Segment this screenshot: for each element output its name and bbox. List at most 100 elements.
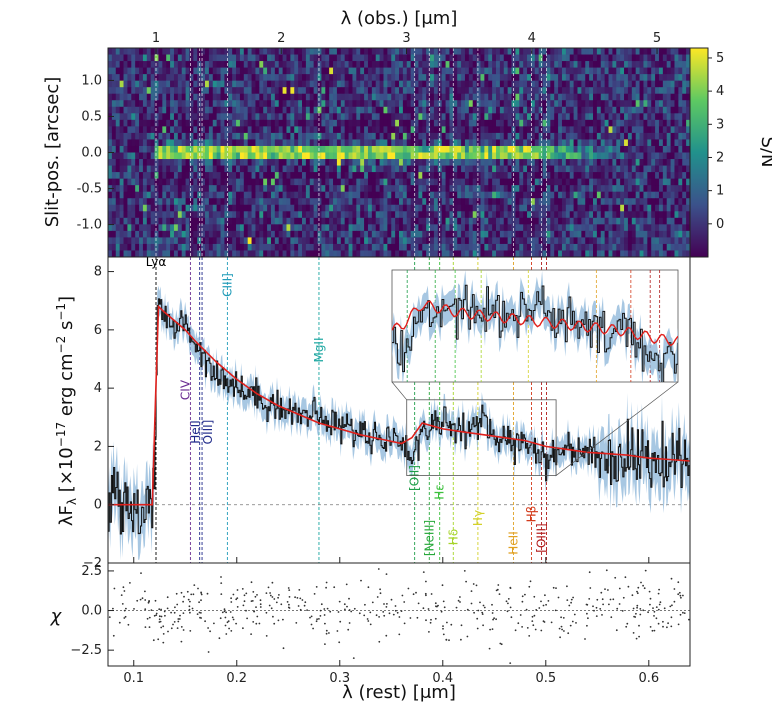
heatmap-cell — [154, 74, 159, 82]
heatmap-cell — [205, 113, 210, 121]
heatmap-cell — [631, 93, 637, 101]
heatmap-cell — [321, 67, 326, 75]
heatmap-cell — [305, 145, 311, 153]
heatmap-cell — [464, 48, 470, 55]
heatmap-cell — [472, 145, 477, 153]
heatmap-cell — [523, 54, 528, 62]
heatmap-cell — [530, 185, 536, 193]
heatmap-cell — [216, 159, 221, 166]
heatmap-cell — [212, 113, 218, 121]
heatmap-cell — [340, 132, 346, 140]
heatmap-cell — [670, 204, 675, 212]
heatmap-cell — [232, 126, 237, 134]
heatmap-cell — [554, 243, 559, 251]
heatmap-cell — [309, 132, 315, 140]
heatmap-cell — [600, 211, 606, 219]
heatmap-cell — [507, 224, 512, 232]
heatmap-cell — [305, 119, 311, 127]
heatmap-cell — [340, 48, 346, 55]
heatmap-cell — [686, 152, 690, 160]
heatmap-cell — [336, 139, 342, 147]
heatmap-cell — [414, 243, 419, 251]
heatmap-cell — [542, 80, 547, 88]
heatmap-cell — [185, 145, 190, 153]
heatmap-cell — [375, 126, 380, 134]
heatmap-cell — [127, 119, 132, 127]
heatmap-cell — [208, 185, 214, 193]
heatmap-cell — [472, 126, 477, 134]
heatmap-cell — [658, 106, 664, 114]
heatmap-cell — [554, 54, 559, 62]
heatmap-cell — [170, 126, 175, 134]
heatmap-cell — [643, 145, 648, 153]
heatmap-cell — [371, 243, 377, 251]
heatmap-cell — [142, 198, 148, 206]
heatmap-cell — [111, 159, 117, 166]
heatmap-cell — [596, 74, 602, 82]
heatmap-cell — [453, 93, 458, 101]
heatmap-cell — [627, 126, 633, 134]
residual-point — [489, 628, 491, 631]
heatmap-cell — [666, 113, 671, 121]
heatmap-cell — [519, 230, 524, 238]
heatmap-cell — [496, 87, 501, 95]
heatmap-cell — [142, 113, 148, 121]
heatmap-cell — [270, 152, 276, 160]
heatmap-cell — [662, 178, 668, 186]
heatmap-cell — [624, 54, 629, 62]
heatmap-cell — [364, 132, 369, 140]
heatmap-cell — [414, 152, 419, 160]
heatmap-cell — [142, 106, 148, 114]
heatmap-cell — [340, 172, 346, 180]
heatmap-cell — [364, 145, 369, 153]
residual-point — [259, 606, 262, 608]
heatmap-cell — [232, 80, 237, 88]
heatmap-cell — [658, 178, 664, 186]
heatmap-cell — [569, 74, 574, 82]
heatmap-cell — [216, 67, 221, 75]
heatmap-cell — [236, 119, 241, 127]
heatmap-cell — [123, 224, 128, 232]
heatmap-cell — [391, 204, 396, 212]
heatmap-cell — [639, 67, 644, 75]
heatmap-cell — [422, 106, 427, 114]
heatmap-cell — [627, 132, 633, 140]
heatmap-cell — [162, 172, 167, 180]
heatmap-cell — [142, 243, 148, 251]
heatmap-cell — [674, 159, 679, 166]
heatmap-cell — [278, 132, 283, 140]
heatmap-cell — [212, 152, 218, 160]
heatmap-cell — [399, 87, 404, 95]
heatmap-cell — [115, 198, 121, 206]
heatmap-cell — [651, 119, 656, 127]
heatmap-cell — [325, 191, 330, 199]
heatmap-cell — [208, 152, 214, 160]
heatmap-cell — [177, 217, 183, 225]
heatmap-cell — [577, 211, 582, 219]
heatmap-cell — [325, 230, 330, 238]
heatmap-cell — [216, 61, 221, 68]
heatmap-cell — [554, 178, 559, 186]
heatmap-cell — [158, 152, 163, 160]
heatmap-cell — [453, 61, 458, 68]
heatmap-cell — [631, 126, 637, 134]
heatmap-cell — [635, 74, 640, 82]
heatmap-cell — [356, 172, 361, 180]
heatmap-cell — [410, 61, 415, 68]
heatmap-cell — [461, 237, 466, 245]
heatmap-cell — [170, 250, 175, 257]
heatmap-cell — [150, 165, 155, 173]
heatmap-cell — [523, 100, 528, 108]
heatmap-cell — [364, 230, 369, 238]
heatmap-cell — [352, 100, 357, 108]
heatmap-cell — [228, 139, 233, 147]
heatmap-cell — [550, 191, 555, 199]
heatmap-cell — [259, 119, 264, 127]
heatmap-cell — [472, 54, 477, 62]
top-x-tick-label: 2 — [277, 31, 285, 46]
heatmap-cell — [639, 48, 644, 55]
heatmap-cell — [596, 250, 602, 257]
heatmap-cell — [457, 80, 462, 88]
heatmap-cell — [464, 211, 470, 219]
heatmap-cell — [569, 224, 574, 232]
